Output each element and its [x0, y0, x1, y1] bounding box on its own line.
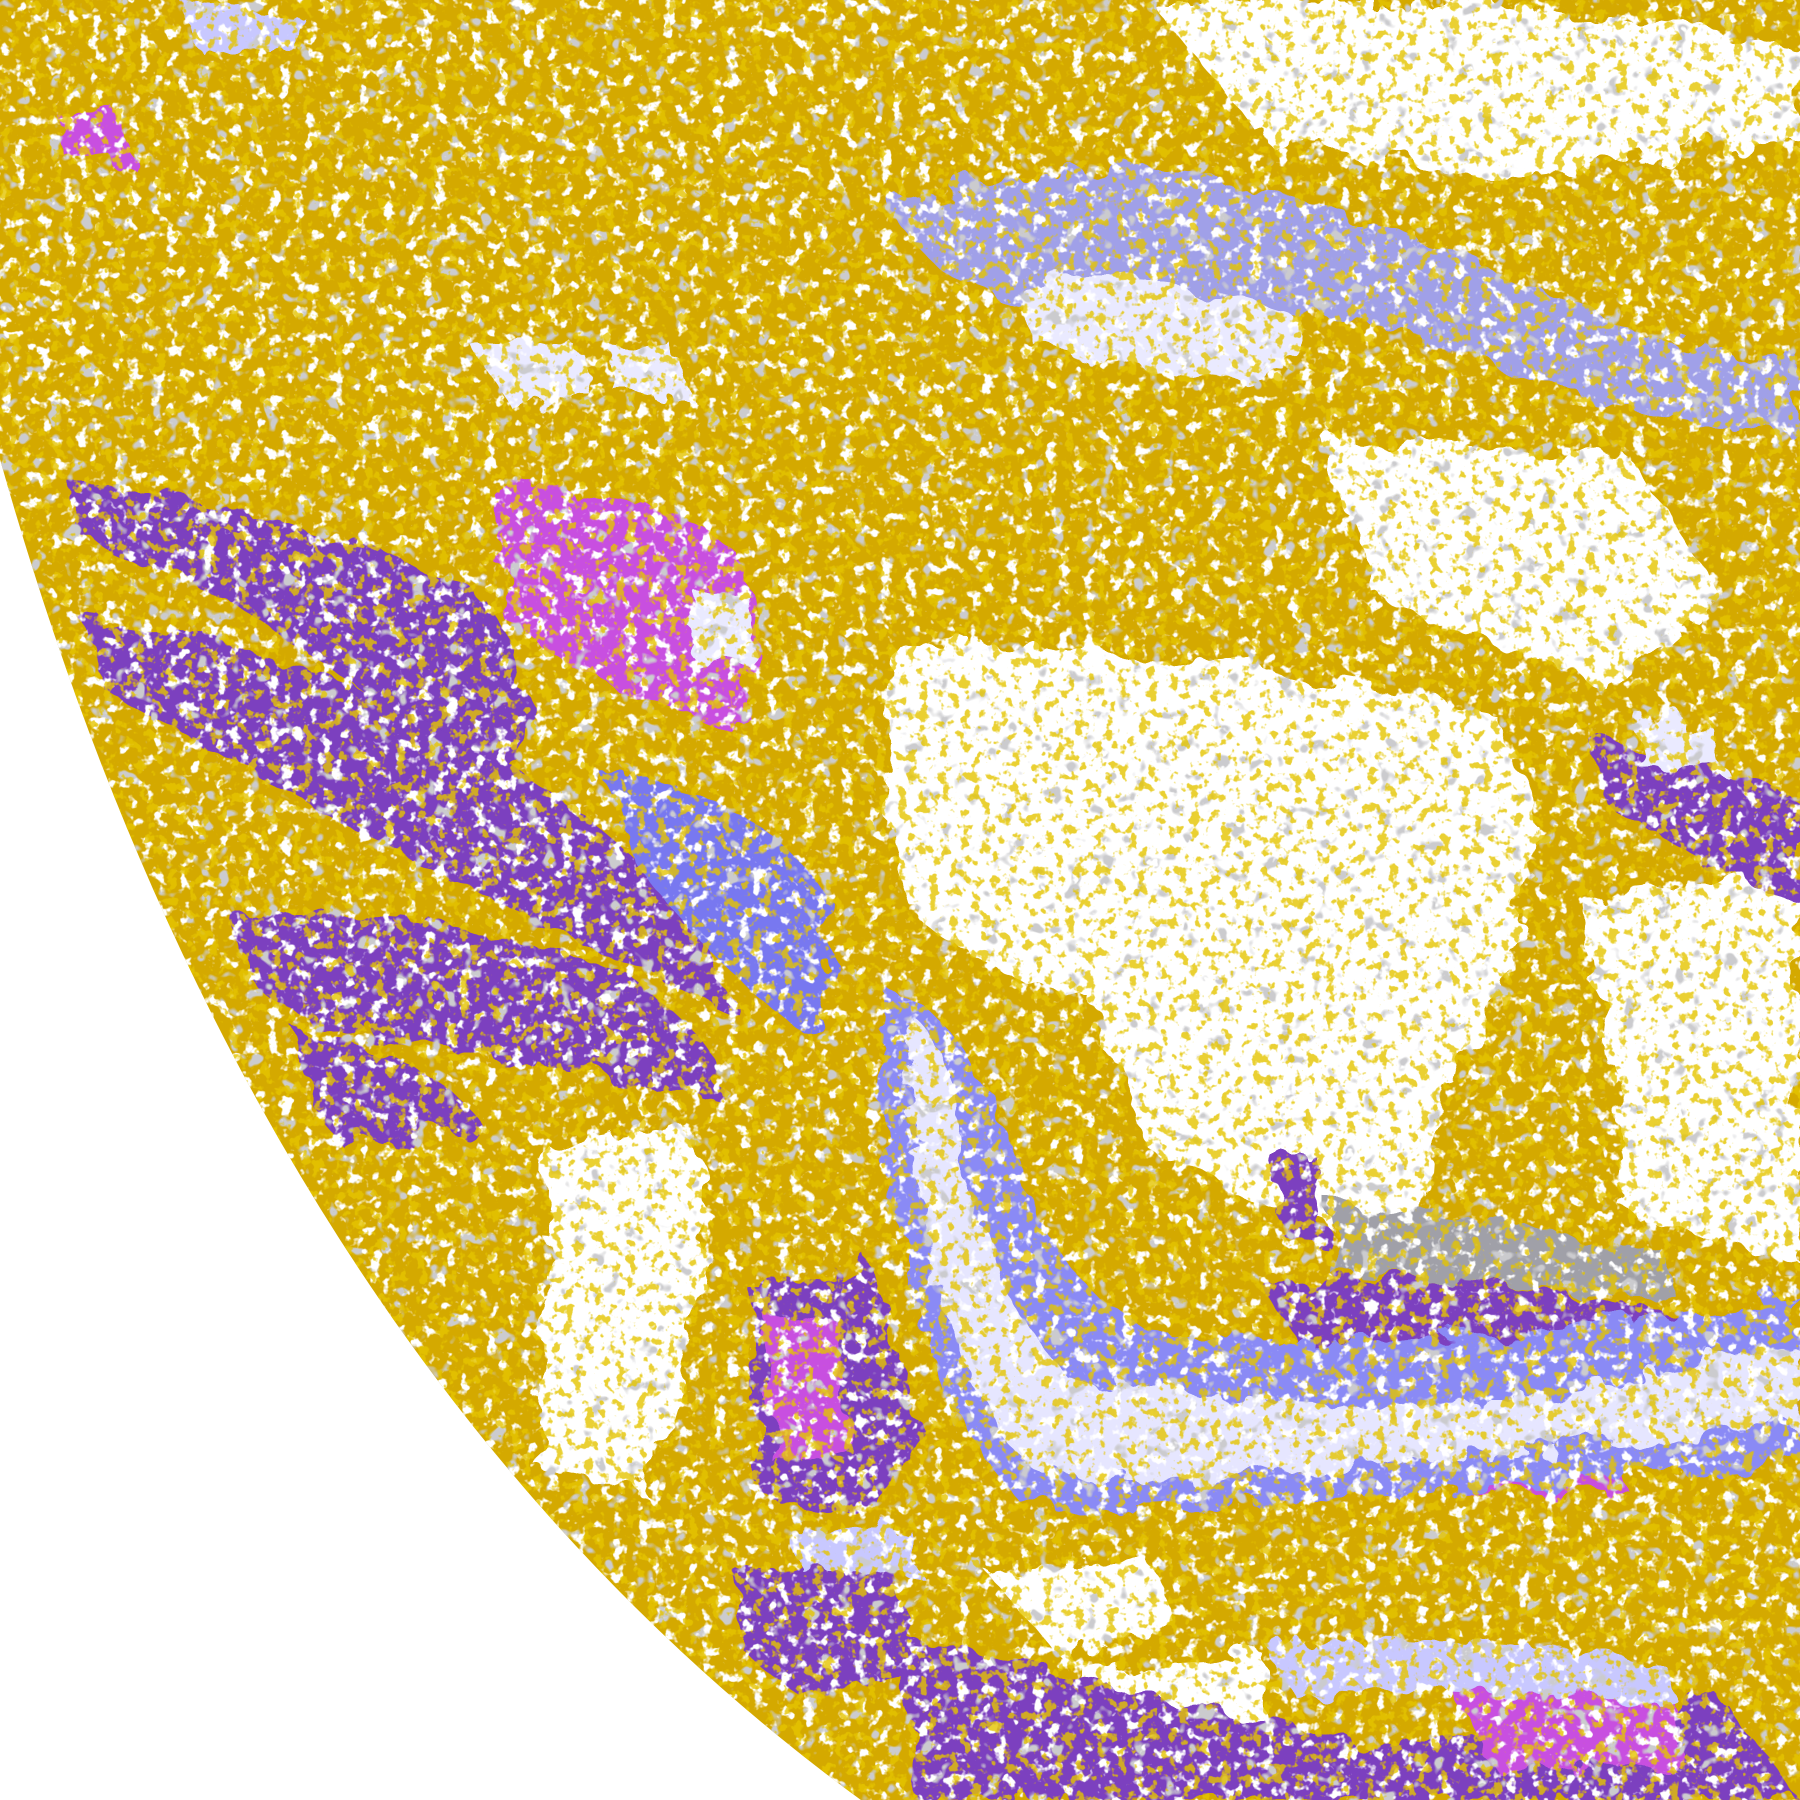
image-content [0, 0, 1800, 1800]
earth-disc [0, 0, 1800, 1800]
satellite-image [0, 0, 1800, 1800]
body [0, 0, 1800, 1800]
gold-speckle [0, 0, 1800, 1800]
page: {} html, body { margin: 0; padding: 0; w… [0, 0, 1800, 1800]
